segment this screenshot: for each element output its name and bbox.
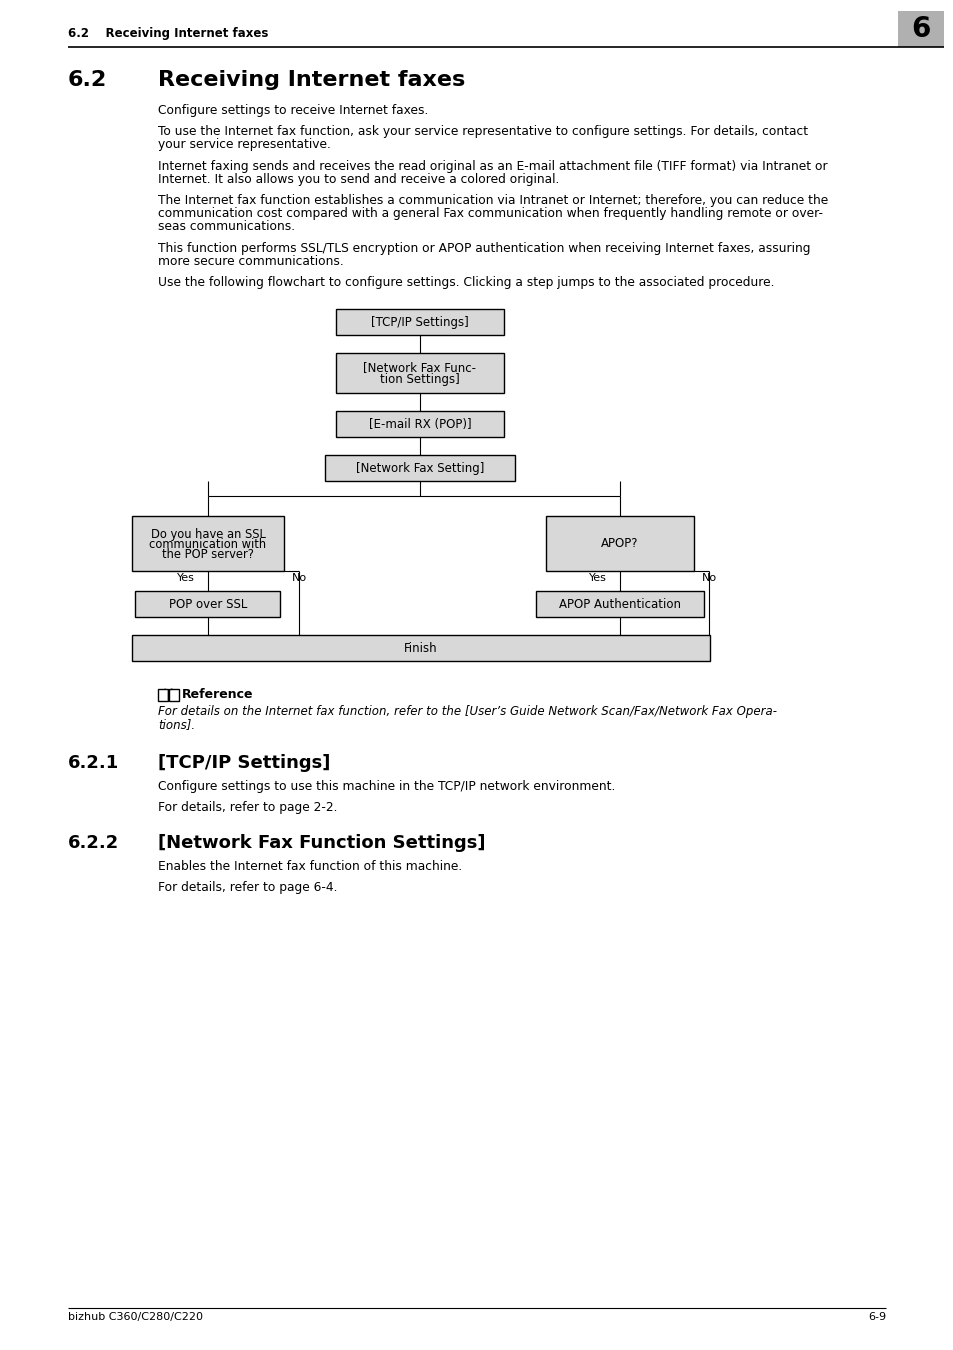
Text: [Network Fax Function Settings]: [Network Fax Function Settings] (158, 834, 485, 852)
Bar (135, 591, 280, 617)
Text: [Network Fax Setting]: [Network Fax Setting] (355, 462, 484, 475)
Bar (335, 309, 503, 335)
Text: For details, refer to page 2-2.: For details, refer to page 2-2. (158, 801, 337, 814)
Text: 6.2: 6.2 (68, 70, 107, 90)
Text: [E-mail RX (POP)]: [E-mail RX (POP)] (368, 417, 471, 431)
Text: Do you have an SSL: Do you have an SSL (151, 528, 265, 541)
Text: Receiving Internet faxes: Receiving Internet faxes (158, 70, 465, 90)
Text: communication with: communication with (150, 539, 266, 551)
Text: 6.2.2: 6.2.2 (68, 834, 119, 852)
Bar (158, 690, 168, 701)
Text: [Network Fax Func-: [Network Fax Func- (363, 360, 476, 374)
Text: your service representative.: your service representative. (158, 139, 331, 151)
Text: Internet faxing sends and receives the read original as an E-mail attachment fil: Internet faxing sends and receives the r… (158, 159, 827, 173)
Text: No: No (291, 574, 306, 583)
Text: For details on the Internet fax function, refer to the [User’s Guide Network Sca: For details on the Internet fax function… (158, 705, 776, 718)
Text: Use the following flowchart to configure settings. Clicking a step jumps to the : Use the following flowchart to configure… (158, 275, 774, 289)
Text: No: No (700, 574, 716, 583)
Text: [TCP/IP Settings]: [TCP/IP Settings] (371, 316, 468, 328)
Text: 6.2    Receiving Internet faxes: 6.2 Receiving Internet faxes (68, 27, 268, 40)
Bar (325, 455, 515, 481)
Bar (132, 636, 709, 661)
Text: Configure settings to receive Internet faxes.: Configure settings to receive Internet f… (158, 104, 428, 117)
Text: To use the Internet fax function, ask your service representative to configure s: To use the Internet fax function, ask yo… (158, 126, 807, 138)
Text: Yes: Yes (177, 574, 194, 583)
Text: Reference: Reference (182, 688, 253, 701)
Text: Internet. It also allows you to send and receive a colored original.: Internet. It also allows you to send and… (158, 173, 558, 186)
Bar (545, 516, 693, 571)
Text: 6-9: 6-9 (867, 1312, 885, 1322)
Text: Configure settings to use this machine in the TCP/IP network environment.: Configure settings to use this machine i… (158, 779, 615, 792)
Bar (132, 516, 284, 571)
Text: This function performs SSL/TLS encryption or APOP authentication when receiving : This function performs SSL/TLS encryptio… (158, 242, 810, 255)
Text: tion Settings]: tion Settings] (379, 373, 459, 386)
Text: 6: 6 (910, 15, 930, 43)
Bar (897, 11, 943, 47)
Text: communication cost compared with a general Fax communication when frequently han: communication cost compared with a gener… (158, 207, 822, 220)
Text: tions].: tions]. (158, 718, 195, 732)
Text: 6.2.1: 6.2.1 (68, 753, 119, 772)
Text: Finish: Finish (404, 641, 437, 655)
Text: POP over SSL: POP over SSL (169, 598, 247, 610)
Bar (169, 690, 179, 701)
Text: Yes: Yes (588, 574, 606, 583)
Text: The Internet fax function establishes a communication via Intranet or Internet; : The Internet fax function establishes a … (158, 194, 827, 207)
Text: For details, refer to page 6-4.: For details, refer to page 6-4. (158, 882, 337, 894)
Text: bizhub C360/C280/C220: bizhub C360/C280/C220 (68, 1312, 203, 1322)
Text: seas communications.: seas communications. (158, 220, 294, 234)
Text: more secure communications.: more secure communications. (158, 255, 343, 267)
Bar (536, 591, 703, 617)
Text: APOP?: APOP? (600, 537, 639, 551)
Text: Enables the Internet fax function of this machine.: Enables the Internet fax function of thi… (158, 860, 462, 873)
Bar (335, 412, 503, 437)
Bar (335, 354, 503, 393)
Text: the POP server?: the POP server? (162, 548, 253, 562)
Text: [TCP/IP Settings]: [TCP/IP Settings] (158, 753, 330, 772)
Text: APOP Authentication: APOP Authentication (558, 598, 680, 610)
